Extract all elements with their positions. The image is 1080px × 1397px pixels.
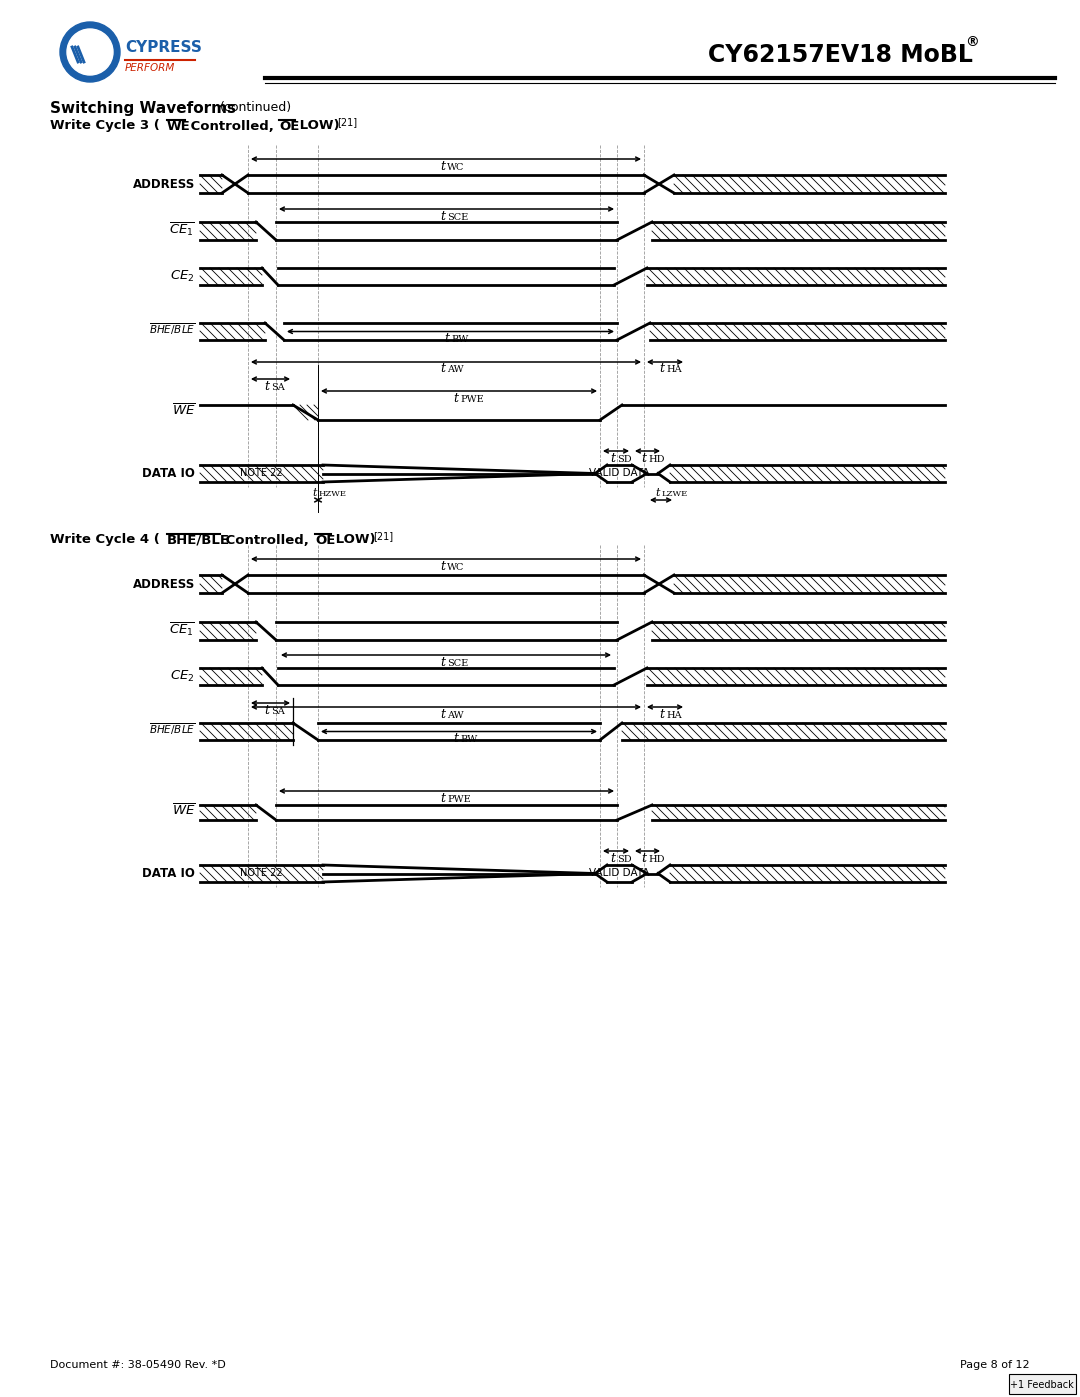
Text: $\overline{CE_1}$: $\overline{CE_1}$ — [170, 221, 195, 237]
Text: VALID DATA: VALID DATA — [590, 468, 650, 479]
Text: t: t — [642, 852, 647, 865]
Text: VALID DATA: VALID DATA — [590, 869, 650, 879]
Text: [21]: [21] — [373, 531, 393, 541]
Text: DATA IO: DATA IO — [143, 868, 195, 880]
Text: t: t — [445, 332, 449, 345]
Text: t: t — [265, 380, 270, 393]
Text: SD: SD — [617, 855, 632, 863]
Text: $\overline{WE}$: $\overline{WE}$ — [172, 803, 195, 819]
Text: WC: WC — [447, 563, 464, 571]
Text: PWE: PWE — [460, 394, 484, 404]
Text: t: t — [659, 707, 664, 721]
Text: Switching Waveforms: Switching Waveforms — [50, 101, 237, 116]
Text: ®: ® — [966, 35, 978, 49]
Text: SD: SD — [617, 454, 632, 464]
Text: t: t — [440, 159, 445, 172]
Text: WE: WE — [167, 120, 191, 133]
Text: ADDRESS: ADDRESS — [133, 177, 195, 190]
Text: t: t — [440, 362, 445, 376]
Text: NOTE 22: NOTE 22 — [240, 869, 283, 879]
Text: WC: WC — [447, 162, 464, 172]
FancyBboxPatch shape — [1009, 1375, 1076, 1394]
Text: DATA IO: DATA IO — [143, 467, 195, 481]
Text: SA: SA — [271, 383, 285, 391]
Text: t: t — [642, 451, 647, 464]
Text: Controlled,: Controlled, — [221, 534, 313, 546]
Text: OE: OE — [315, 534, 336, 546]
Text: PERFORM: PERFORM — [125, 63, 175, 73]
Text: SCE: SCE — [447, 658, 469, 668]
Text: CY62157EV18 MoBL: CY62157EV18 MoBL — [707, 43, 972, 67]
Text: NOTE 22: NOTE 22 — [240, 468, 283, 479]
Text: Write Cycle 3 (: Write Cycle 3 ( — [50, 120, 160, 133]
Text: HA: HA — [666, 366, 681, 374]
Text: PWE: PWE — [447, 795, 471, 803]
Text: t: t — [441, 210, 446, 222]
Text: $CE_2$: $CE_2$ — [171, 669, 195, 685]
Text: CYPRESS: CYPRESS — [125, 41, 202, 56]
Text: t: t — [312, 488, 318, 497]
Text: HZWE: HZWE — [319, 490, 347, 497]
Text: t: t — [440, 655, 445, 669]
Text: (continued): (continued) — [220, 102, 292, 115]
Text: +1 Feedback: +1 Feedback — [1010, 1380, 1074, 1390]
Text: SA: SA — [271, 707, 285, 715]
Text: AW: AW — [447, 366, 463, 374]
Text: t: t — [610, 451, 615, 464]
Text: $\overline{CE_1}$: $\overline{CE_1}$ — [170, 620, 195, 638]
Text: BHE/BLE: BHE/BLE — [167, 534, 230, 546]
Text: BW: BW — [460, 735, 477, 745]
Text: t: t — [441, 792, 446, 805]
Text: t: t — [440, 560, 445, 573]
Text: $CE_2$: $CE_2$ — [171, 270, 195, 284]
Text: $\overline{WE}$: $\overline{WE}$ — [172, 402, 195, 418]
Text: HD: HD — [648, 855, 665, 863]
Text: t: t — [265, 704, 270, 717]
Text: Document #: 38-05490 Rev. *D: Document #: 38-05490 Rev. *D — [50, 1361, 226, 1370]
Text: t: t — [440, 707, 445, 721]
Text: Page 8 of 12: Page 8 of 12 — [960, 1361, 1030, 1370]
Text: LOW): LOW) — [330, 534, 376, 546]
Text: t: t — [453, 391, 458, 405]
Text: t: t — [659, 362, 664, 376]
Text: OE: OE — [279, 120, 299, 133]
Text: LZWE: LZWE — [662, 490, 688, 497]
Text: HA: HA — [666, 711, 681, 719]
Text: [21]: [21] — [337, 117, 357, 127]
Text: ADDRESS: ADDRESS — [133, 577, 195, 591]
Text: Write Cycle 4 (: Write Cycle 4 ( — [50, 534, 160, 546]
Text: HD: HD — [648, 454, 665, 464]
Text: Controlled,: Controlled, — [186, 120, 279, 133]
Text: t: t — [656, 488, 660, 497]
Text: t: t — [610, 852, 615, 865]
Text: LOW): LOW) — [295, 120, 339, 133]
Circle shape — [67, 29, 113, 75]
Text: t: t — [453, 732, 458, 745]
Text: $\overline{BHE/BLE}$: $\overline{BHE/BLE}$ — [149, 722, 195, 738]
Text: $\overline{BHE/BLE}$: $\overline{BHE/BLE}$ — [149, 321, 195, 337]
Circle shape — [60, 22, 120, 82]
Text: BW: BW — [451, 335, 469, 344]
Text: SCE: SCE — [447, 212, 469, 222]
Text: AW: AW — [447, 711, 463, 719]
